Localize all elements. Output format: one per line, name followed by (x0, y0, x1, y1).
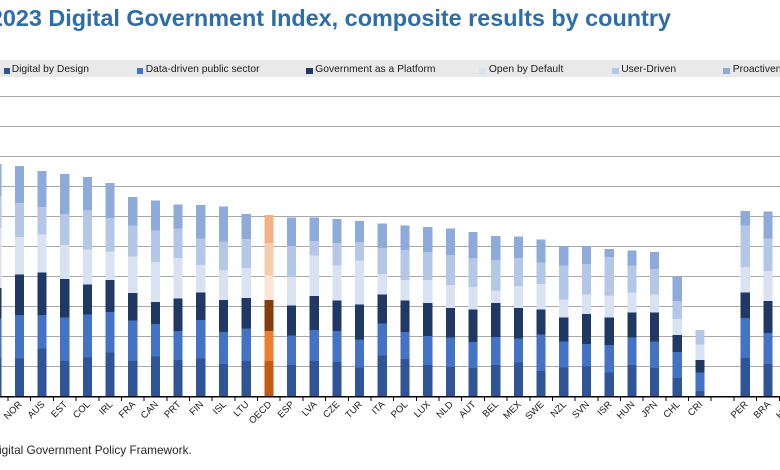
svg-text:SWE: SWE (523, 399, 546, 422)
svg-text:LUX: LUX (412, 399, 433, 420)
svg-text:BRA: BRA (752, 399, 774, 421)
svg-text:POL: POL (389, 399, 410, 420)
svg-text:ISR: ISR (595, 399, 614, 418)
svg-text:LVA: LVA (300, 399, 320, 419)
svg-text:TUR: TUR (343, 399, 365, 421)
svg-text:NOR: NOR (2, 399, 25, 422)
svg-text:FRA: FRA (117, 399, 139, 421)
svg-text:EST: EST (49, 399, 70, 420)
svg-text:PRT: PRT (162, 399, 183, 420)
svg-text:CZE: CZE (321, 399, 342, 420)
svg-text:PER: PER (729, 399, 751, 421)
svg-text:IRL: IRL (97, 399, 115, 417)
svg-text:COL: COL (71, 399, 93, 421)
svg-text:CRI: CRI (686, 399, 705, 418)
svg-text:NZL: NZL (549, 399, 569, 419)
svg-text:JPN: JPN (639, 399, 660, 420)
svg-text:BEL: BEL (481, 399, 501, 419)
svg-text:ESP: ESP (276, 399, 297, 420)
svg-text:HRV: HRV (774, 399, 780, 421)
svg-text:ISL: ISL (211, 399, 229, 417)
svg-text:AUT: AUT (457, 399, 478, 420)
svg-text:FIN: FIN (188, 399, 207, 418)
svg-text:CHL: CHL (661, 399, 682, 420)
svg-text:OECD: OECD (247, 399, 274, 426)
svg-text:AUS: AUS (26, 399, 48, 421)
svg-text:SVN: SVN (570, 399, 592, 421)
svg-text:MEX: MEX (501, 399, 524, 422)
svg-text:ITA: ITA (370, 399, 388, 417)
svg-text:NLD: NLD (434, 399, 455, 420)
svg-text:HUN: HUN (615, 399, 637, 421)
svg-text:CAN: CAN (139, 399, 161, 421)
